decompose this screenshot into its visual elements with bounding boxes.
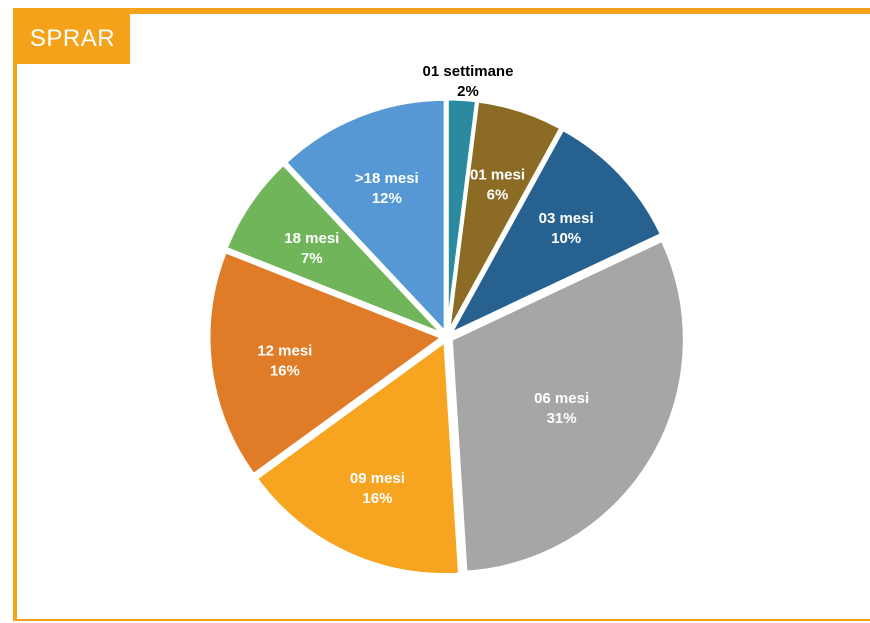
slice-name-label: 03 mesi bbox=[539, 210, 594, 227]
slice-name-label: 01 mesi bbox=[470, 167, 525, 184]
slice-label-3: 06 mesi 31% bbox=[534, 390, 589, 427]
pie-slice-6 bbox=[224, 162, 445, 336]
slice-name-label: 09 mesi bbox=[350, 470, 405, 487]
slice-label-4: 09 mesi 16% bbox=[350, 470, 405, 507]
slice-value-label: 16% bbox=[270, 362, 300, 379]
slice-value-label: 10% bbox=[551, 230, 581, 247]
slice-value-label: 31% bbox=[547, 410, 577, 427]
pie-slice-1 bbox=[447, 99, 563, 334]
slice-label-2: 03 mesi 10% bbox=[539, 210, 594, 247]
slice-label-5: 12 mesi 16% bbox=[257, 342, 312, 379]
slice-name-label: 06 mesi bbox=[534, 390, 589, 407]
slice-label-0: 01 settimane 2% bbox=[423, 63, 514, 100]
slice-label-7: >18 mesi 12% bbox=[355, 170, 419, 207]
slice-name-label: >18 mesi bbox=[355, 170, 419, 187]
slice-value-label: 7% bbox=[301, 250, 323, 267]
section-badge: SPRAR bbox=[15, 14, 130, 64]
slice-name-label: 01 settimane bbox=[423, 63, 514, 80]
frame-border-bottom bbox=[13, 619, 870, 621]
pie-slice-7 bbox=[284, 97, 447, 334]
slice-label-6: 18 mesi 7% bbox=[284, 230, 339, 267]
slice-value-label: 12% bbox=[372, 190, 402, 207]
pie-slice-5 bbox=[207, 250, 444, 477]
frame-border-left bbox=[13, 8, 17, 620]
frame-border-top bbox=[15, 8, 870, 14]
slice-label-1: 01 mesi 6% bbox=[470, 167, 525, 204]
pie-slice-3 bbox=[449, 238, 686, 574]
slice-value-label: 6% bbox=[487, 187, 509, 204]
slice-name-label: 12 mesi bbox=[257, 342, 312, 359]
slice-value-label: 2% bbox=[457, 83, 479, 100]
slice-value-label: 16% bbox=[362, 490, 392, 507]
slice-name-label: 18 mesi bbox=[284, 230, 339, 247]
pie-slice-2 bbox=[449, 127, 663, 336]
pie-slice-4 bbox=[254, 340, 462, 577]
